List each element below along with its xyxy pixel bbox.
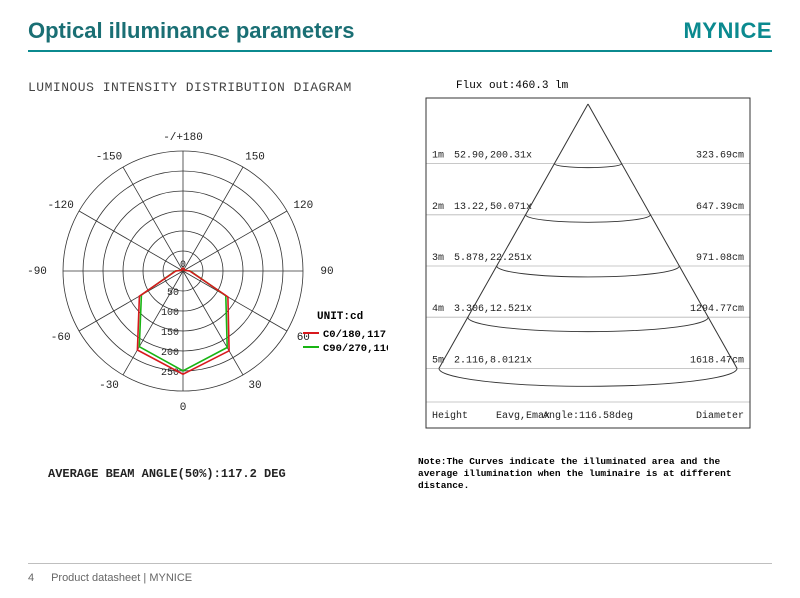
cone-note: Note:The Curves indicate the illuminated… [418, 456, 758, 492]
svg-text:-/+180: -/+180 [163, 132, 203, 144]
svg-text:3m: 3m [432, 253, 444, 264]
svg-text:1618.47cm: 1618.47cm [690, 355, 744, 366]
svg-text:Angle:116.58deg: Angle:116.58deg [543, 410, 633, 422]
svg-text:Diameter: Diameter [696, 410, 744, 422]
svg-text:-120: -120 [47, 200, 73, 212]
svg-text:200: 200 [161, 348, 179, 359]
svg-text:1294.77cm: 1294.77cm [690, 304, 744, 315]
svg-text:1m: 1m [432, 151, 444, 162]
page-footer: 4 Product datasheet | MYNICE [0, 563, 800, 584]
cone-diagram-section: Flux out:460.3 lm 1m 52.90,200.31x 323.69c… [418, 80, 758, 492]
polar-title: LUMINOUS INTENSITY DISTRIBUTION DIAGRAM [28, 80, 398, 95]
svg-text:C90/270,116.6deg: C90/270,116.6deg [323, 343, 388, 355]
svg-text:-90: -90 [28, 266, 47, 278]
svg-text:50: 50 [167, 288, 179, 299]
polar-diagram-section: LUMINOUS INTENSITY DISTRIBUTION DIAGRAM … [28, 80, 398, 492]
svg-text:52.90,200.31x: 52.90,200.31x [454, 151, 532, 162]
svg-text:C0/180,117.7deg: C0/180,117.7deg [323, 329, 388, 341]
svg-text:UNIT:cd: UNIT:cd [317, 311, 363, 323]
svg-text:0: 0 [180, 260, 186, 271]
header-divider [28, 50, 772, 52]
svg-text:90: 90 [320, 266, 333, 278]
footer-divider [28, 563, 772, 564]
svg-text:971.08cm: 971.08cm [696, 253, 744, 264]
footer-text: Product datasheet | MYNICE [51, 572, 192, 584]
svg-text:150: 150 [245, 152, 265, 164]
svg-text:2.116,8.0121x: 2.116,8.0121x [454, 355, 532, 366]
svg-text:-30: -30 [99, 380, 119, 392]
svg-text:-150: -150 [96, 152, 122, 164]
svg-text:5m: 5m [432, 355, 444, 366]
svg-text:150: 150 [161, 328, 179, 339]
svg-text:30: 30 [248, 380, 261, 392]
svg-text:120: 120 [293, 200, 313, 212]
svg-text:2m: 2m [432, 202, 444, 213]
avg-beam-label: AVERAGE BEAM ANGLE(50%):117.2 DEG [48, 467, 398, 481]
svg-text:Height: Height [432, 410, 468, 422]
svg-text:Eavg,Emax: Eavg,Emax [496, 411, 550, 422]
svg-text:647.39cm: 647.39cm [696, 202, 744, 213]
svg-text:5.878,22.251x: 5.878,22.251x [454, 253, 532, 264]
svg-text:0: 0 [180, 402, 187, 414]
polar-chart: -/+180150120906030-150-120-90-60-3005010… [28, 121, 388, 421]
svg-text:-60: -60 [51, 332, 71, 344]
cone-chart: 1m 52.90,200.31x 323.69cm 2m 13.22,50.071x 64… [418, 94, 758, 454]
svg-text:4m: 4m [432, 304, 444, 315]
svg-text:323.69cm: 323.69cm [696, 151, 744, 162]
svg-text:100: 100 [161, 308, 179, 319]
page-title: Optical illuminance parameters [28, 18, 354, 44]
svg-text:3.306,12.521x: 3.306,12.521x [454, 304, 532, 315]
svg-text:13.22,50.071x: 13.22,50.071x [454, 202, 532, 213]
brand-logo: MYNICE [683, 18, 772, 44]
page-number: 4 [28, 572, 48, 584]
svg-text:250: 250 [161, 368, 179, 379]
flux-out-label: Flux out:460.3 lm [456, 80, 758, 92]
